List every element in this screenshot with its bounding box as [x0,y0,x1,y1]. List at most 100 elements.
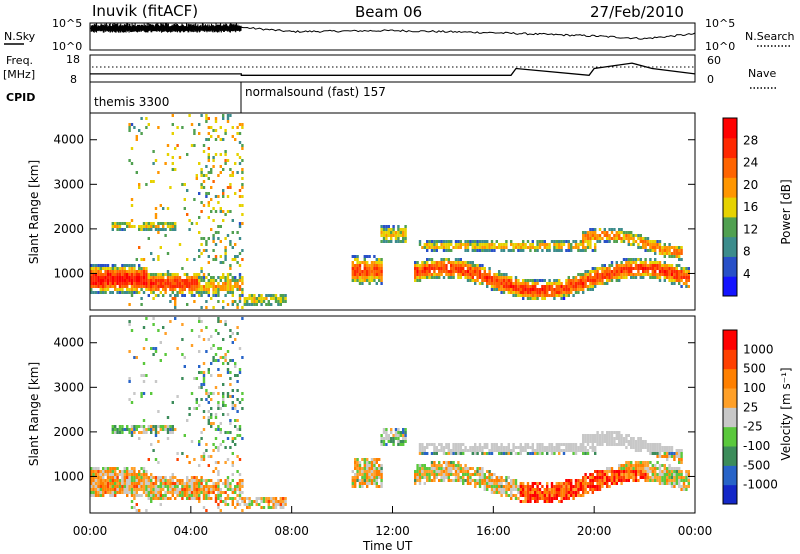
velocity-cell [378,473,381,476]
velocity-cell [159,476,162,479]
velocity-cell [579,488,582,491]
power-cell [682,273,686,276]
power-cell [169,222,172,225]
velocity-y-label: Slant Range [km] [27,362,41,466]
power-cell [229,273,232,276]
velocity-cell [630,473,633,476]
power-cell [661,264,664,267]
velocity-cell [670,446,674,449]
velocity-cell [529,485,532,488]
velocity-cell [558,482,561,485]
velocity-cell [373,476,376,479]
power-cell [162,285,165,288]
velocity-cell [188,461,191,464]
velocity-cell [382,443,386,446]
power-cell [135,285,138,288]
power-cell [121,270,124,273]
power-cell [445,246,448,249]
velocity-cell [526,452,530,455]
velocity-cell [488,470,491,473]
velocity-cell [680,461,683,464]
velocity-cell [193,479,196,482]
velocity-cell [154,434,158,437]
power-cell [279,300,282,303]
power-cell [135,291,138,294]
power-cell [639,261,642,264]
velocity-cell [236,434,239,437]
velocity-cell [142,326,146,329]
power-cell [414,267,417,270]
velocity-cell [565,479,568,482]
power-cell [543,279,546,282]
velocity-cell [421,464,424,467]
power-cell [265,294,268,297]
velocity-cell [543,491,546,494]
power-cell [574,276,578,279]
power-cell [363,267,366,270]
power-cell [572,276,575,279]
power-cell [579,243,582,246]
velocity-cell [378,458,381,461]
power-cell [620,264,623,267]
velocity-cell [380,485,383,488]
velocity-cell [471,449,474,452]
velocity-cell [646,449,650,452]
power-cell [147,225,150,228]
velocity-cell [481,467,484,470]
power-cell [361,282,364,285]
velocity-cell [157,497,160,500]
power-cell [159,222,162,225]
velocity-cell [397,428,400,431]
power-cell [219,288,222,291]
velocity-cell [226,437,230,440]
power-cell [272,297,275,300]
power-cell [428,258,431,261]
power-cell [555,246,558,249]
power-cell [476,276,479,279]
power-cell [178,282,182,285]
power-cell [428,264,431,267]
power-cell [387,234,390,237]
power-cell [622,231,626,234]
power-cell [234,162,237,165]
power-cell [603,273,606,276]
velocity-cell [118,482,122,485]
power-cell [670,276,674,279]
velocity-cell [366,476,369,479]
power-cell [166,273,170,276]
velocity-cell [142,476,146,479]
velocity-cell [234,419,237,422]
velocity-cell [505,479,508,482]
velocity-cell [150,425,153,428]
power-cell [493,273,496,276]
power-cell [198,231,201,234]
power-cell [116,222,119,225]
velocity-cell [92,473,95,476]
power-cell [397,240,400,243]
power-cell [366,279,369,282]
velocity-cell [661,455,664,458]
power-cell [598,276,602,279]
velocity-cell [138,479,141,482]
velocity-cell [678,476,681,479]
velocity-cell [212,449,215,452]
power-cell [193,279,196,282]
velocity-cell [147,485,150,488]
power-cell [351,279,354,282]
velocity-cell [97,485,100,488]
power-cell [130,285,134,288]
velocity-cell [630,470,633,473]
power-cell [500,249,503,252]
velocity-cell [644,476,647,479]
power-cell [140,132,143,135]
power-cell [459,258,462,261]
velocity-cell [135,482,138,485]
velocity-cell [534,494,537,497]
power-cell [565,288,568,291]
power-cell [188,288,191,291]
power-cell [646,249,650,252]
velocity-cell [373,473,376,476]
power-cell [212,219,215,222]
velocity-cell [186,455,189,458]
velocity-cell [452,452,455,455]
